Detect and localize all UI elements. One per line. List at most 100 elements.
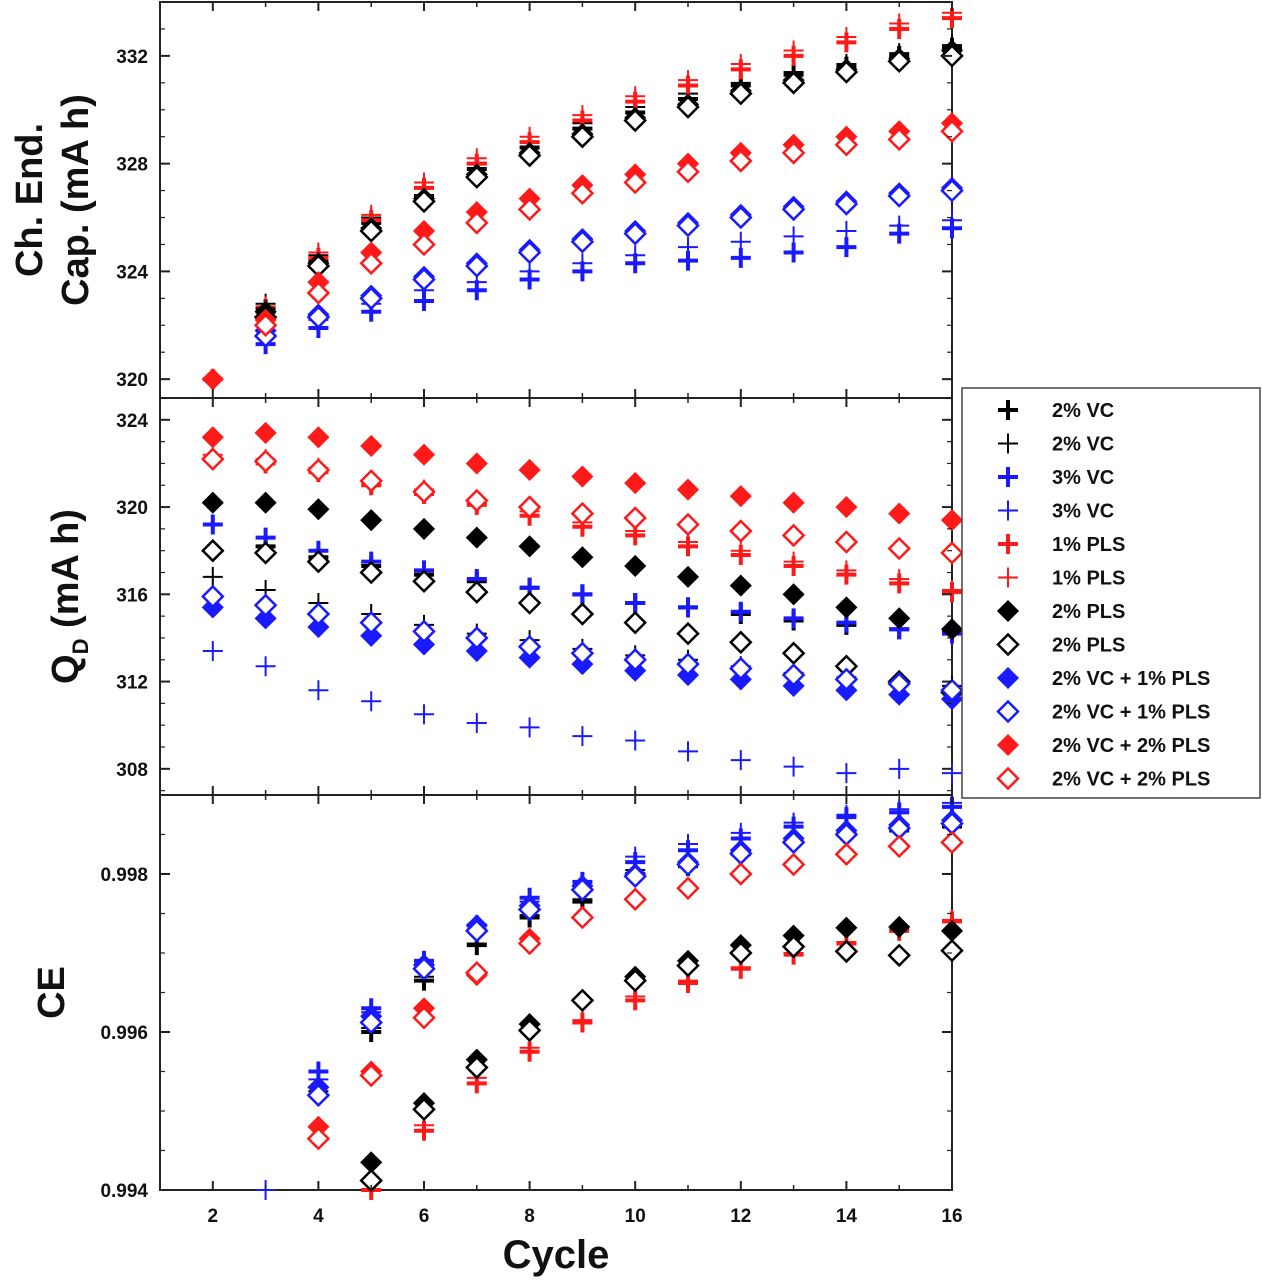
y-tick-label: 0.994: [100, 1181, 148, 1202]
data-point: [783, 551, 804, 572]
legend-marker: [998, 500, 1018, 521]
data-point: [201, 426, 224, 449]
data-point: [834, 192, 859, 216]
data-point: [834, 667, 859, 692]
y-axis-title-discharge-capacity: QD (mA h): [45, 509, 93, 684]
data-point: [254, 491, 277, 514]
data-point: [942, 579, 962, 600]
legend-label: 2% VC + 2% PLS: [1052, 735, 1210, 757]
data-markers: [201, 2, 964, 1200]
plot-panels: [159, 1, 953, 1191]
x-tick-label: 6: [419, 1206, 430, 1227]
legend-label: 2% VC: [1052, 400, 1114, 422]
data-point: [623, 506, 647, 530]
data-point: [570, 181, 595, 206]
x-tick-label: 16: [941, 1206, 962, 1227]
data-point: [202, 514, 223, 535]
legend-marker: [998, 400, 1018, 420]
data-point: [834, 60, 859, 84]
data-point: [465, 211, 489, 235]
legend-entry: 3% VC: [998, 500, 1114, 523]
data-point: [625, 245, 646, 266]
data-point: [306, 602, 331, 626]
data-point: [623, 610, 647, 635]
data-point: [678, 833, 698, 854]
data-point: [306, 549, 331, 574]
legend-entry: 3% VC: [998, 467, 1114, 489]
data-point: [940, 938, 964, 963]
x-tick-label: 14: [836, 1206, 858, 1227]
y-axis-title-rest: (mA h): [45, 509, 87, 638]
data-point: [570, 229, 595, 254]
data-point: [676, 159, 700, 184]
data-point: [414, 704, 434, 725]
data-point: [572, 1010, 593, 1031]
legend-marker: [996, 766, 1020, 791]
data-point: [571, 465, 594, 488]
data-point: [465, 452, 488, 475]
data-point: [781, 523, 806, 548]
data-point: [887, 943, 911, 968]
data-point: [306, 1126, 331, 1151]
data-point: [570, 501, 595, 526]
data-point: [835, 596, 858, 619]
legend-label: 2% PLS: [1052, 601, 1125, 623]
data-point: [781, 830, 806, 855]
y-tick-label: 320: [116, 370, 148, 391]
data-point: [572, 105, 593, 126]
data-point: [781, 852, 806, 877]
y-tick-label: 308: [116, 760, 148, 781]
data-point: [465, 165, 489, 189]
data-point: [623, 647, 647, 672]
legend-marker: [998, 467, 1018, 487]
data-point: [730, 540, 751, 561]
data-point: [676, 621, 700, 646]
y-axis-title-text: CE: [31, 966, 73, 1019]
data-point: [887, 127, 911, 152]
data-point: [359, 469, 383, 493]
data-point: [781, 141, 806, 165]
data-point: [465, 488, 489, 513]
data-point: [887, 671, 911, 696]
data-point: [730, 231, 751, 252]
data-point: [253, 313, 278, 338]
data-point: [465, 960, 489, 985]
data-point: [887, 536, 911, 561]
data-point: [201, 447, 225, 471]
data-point: [201, 491, 224, 514]
data-point: [307, 498, 330, 521]
data-point: [624, 554, 647, 578]
legend: 2% VC 2% VC 3% VC 3% VC 1% PLS 1% PLS 2% PLS 2%…: [961, 387, 1261, 799]
data-point: [676, 478, 700, 501]
y-tick-label: 324: [116, 411, 148, 432]
y-tick-label: 332: [116, 47, 148, 68]
y-tick-label: 320: [116, 498, 148, 519]
legend-entry: 2% VC + 1% PLS: [996, 699, 1210, 724]
data-point: [940, 830, 964, 855]
legend-entry: 2% VC + 2% PLS: [996, 766, 1210, 791]
data-point: [306, 1083, 331, 1107]
data-point: [253, 449, 278, 474]
data-point: [834, 842, 859, 867]
y-axis-title-text: QD (mA h): [45, 509, 93, 684]
data-point: [572, 253, 593, 274]
data-point: [940, 509, 964, 532]
data-point: [359, 1063, 383, 1088]
y-tick-label: 328: [116, 155, 148, 176]
data-point: [730, 53, 751, 74]
data-point: [676, 652, 700, 676]
legend-entry: 2% PLS: [996, 599, 1125, 623]
data-point: [625, 730, 646, 751]
data-point: [518, 535, 541, 558]
data-point: [940, 541, 964, 565]
data-point: [412, 1006, 436, 1030]
data-point: [359, 1010, 383, 1035]
data-point: [308, 680, 329, 701]
data-point: [781, 663, 806, 687]
data-point: [888, 502, 911, 525]
data-point: [834, 133, 859, 157]
legend-entry: 2% VC + 2% PLS: [996, 733, 1210, 757]
data-point: [572, 584, 593, 605]
data-point: [729, 630, 753, 655]
data-point: [255, 656, 276, 677]
